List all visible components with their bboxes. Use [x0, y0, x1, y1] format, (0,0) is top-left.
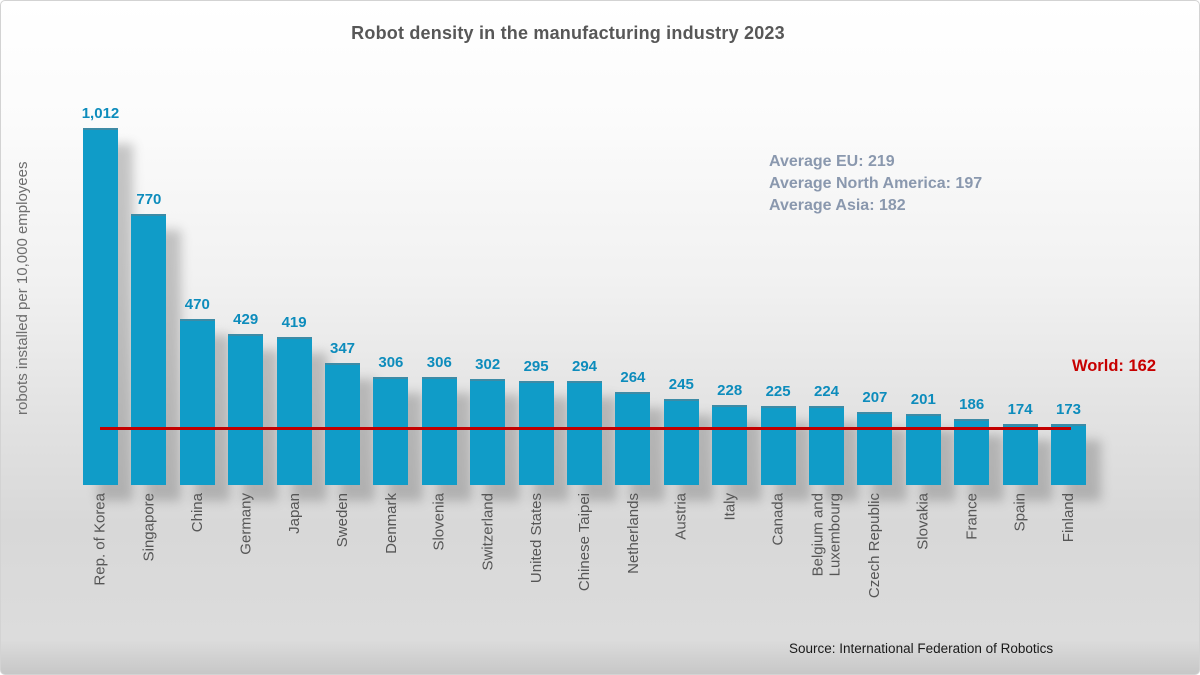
x-label-japan: Japan	[285, 493, 303, 534]
bar-france	[954, 419, 990, 485]
world-reference-line	[99, 427, 1071, 430]
bar-italy	[712, 405, 748, 485]
x-label-france: France	[963, 493, 981, 540]
bar-value-belgium-and-luxembourg: 224	[813, 383, 840, 400]
bar-value-netherlands: 264	[620, 369, 646, 386]
bar-germany	[228, 334, 264, 485]
bar-value-sweden: 347	[329, 340, 356, 357]
bar-value-china: 470	[184, 296, 210, 313]
x-label-china: China	[188, 493, 206, 533]
bar-denmark	[373, 377, 409, 485]
bar-value-canada: 225	[765, 383, 791, 400]
bar-czech-republic	[857, 412, 893, 485]
bar-value-slovakia: 201	[910, 391, 936, 408]
x-label-united-states: United States	[527, 493, 545, 584]
x-label-rep-of-korea: Rep. of Korea	[92, 493, 109, 586]
bar-united-states	[518, 381, 554, 485]
bar-canada	[760, 406, 796, 485]
bar-value-austria: 245	[668, 376, 694, 393]
bar-netherlands	[615, 392, 651, 485]
bar-chinese-taipei	[567, 381, 602, 485]
bar-japan	[276, 337, 312, 485]
bar-value-denmark: 306	[378, 354, 404, 371]
regional-averages: Average EU: 219 Average North America: 1…	[769, 151, 982, 217]
x-label-spain: Spain	[1011, 493, 1029, 532]
bar-value-chinese-taipei: 294	[571, 358, 598, 375]
x-label-denmark: Denmark	[382, 493, 400, 554]
average-north-america: Average North America: 197	[769, 175, 983, 192]
bar-slovenia	[421, 377, 457, 485]
bar-value-spain: 174	[1007, 401, 1033, 418]
x-label-slovenia: Slovenia	[430, 493, 448, 551]
bar-value-japan: 419	[281, 314, 307, 331]
x-label-austria: Austria	[672, 493, 690, 540]
chart-title: Robot density in the manufacturing indus…	[351, 23, 785, 43]
bar-slovakia	[905, 414, 941, 485]
bar-belgium-and-luxembourg	[809, 406, 844, 485]
x-label-italy: Italy	[721, 493, 739, 521]
x-label-singapore: Singapore	[140, 493, 158, 562]
bar-value-slovenia: 306	[426, 354, 452, 371]
average-asia: Average Asia: 182	[769, 197, 906, 214]
bar-value-france: 186	[959, 396, 985, 413]
world-average-label: World: 162	[1071, 357, 1156, 375]
bar-china	[179, 319, 215, 485]
average-eu: Average EU: 219	[769, 153, 895, 170]
x-label-netherlands: Netherlands	[624, 493, 642, 574]
source-note: Source: International Federation of Robo…	[789, 641, 1054, 656]
bar-value-finland: 173	[1055, 401, 1082, 418]
bar-value-germany: 429	[233, 311, 259, 328]
bar-value-rep-of-korea: 1,012	[81, 105, 120, 122]
bar-value-switzerland: 302	[475, 356, 501, 373]
x-label-chinese-taipei: Chinese Taipei	[576, 493, 593, 592]
bar-value-czech-republic: 207	[862, 389, 888, 406]
x-label-finland: Finland	[1060, 493, 1077, 543]
bar-singapore	[131, 214, 167, 485]
bar-austria	[663, 399, 699, 485]
x-label-czech-republic: Czech Republic	[866, 493, 884, 599]
bar-value-united-states: 295	[523, 358, 549, 375]
x-label-switzerland: Switzerland	[479, 493, 497, 571]
x-label-slovakia: Slovakia	[914, 493, 932, 550]
bar-value-singapore: 770	[136, 191, 162, 208]
x-label-germany: Germany	[237, 493, 255, 555]
bar-value-italy: 228	[717, 382, 743, 399]
x-label-belgium-and-luxembourg: Belgium and Luxembourg	[809, 493, 844, 577]
bar-switzerland	[470, 379, 506, 485]
bar-sweden	[325, 363, 360, 485]
bar-rep-of-korea	[83, 128, 118, 485]
bar-finland	[1051, 424, 1086, 485]
x-label-sweden: Sweden	[334, 493, 351, 548]
x-label-canada: Canada	[769, 493, 787, 546]
bar-spain	[1002, 424, 1038, 485]
